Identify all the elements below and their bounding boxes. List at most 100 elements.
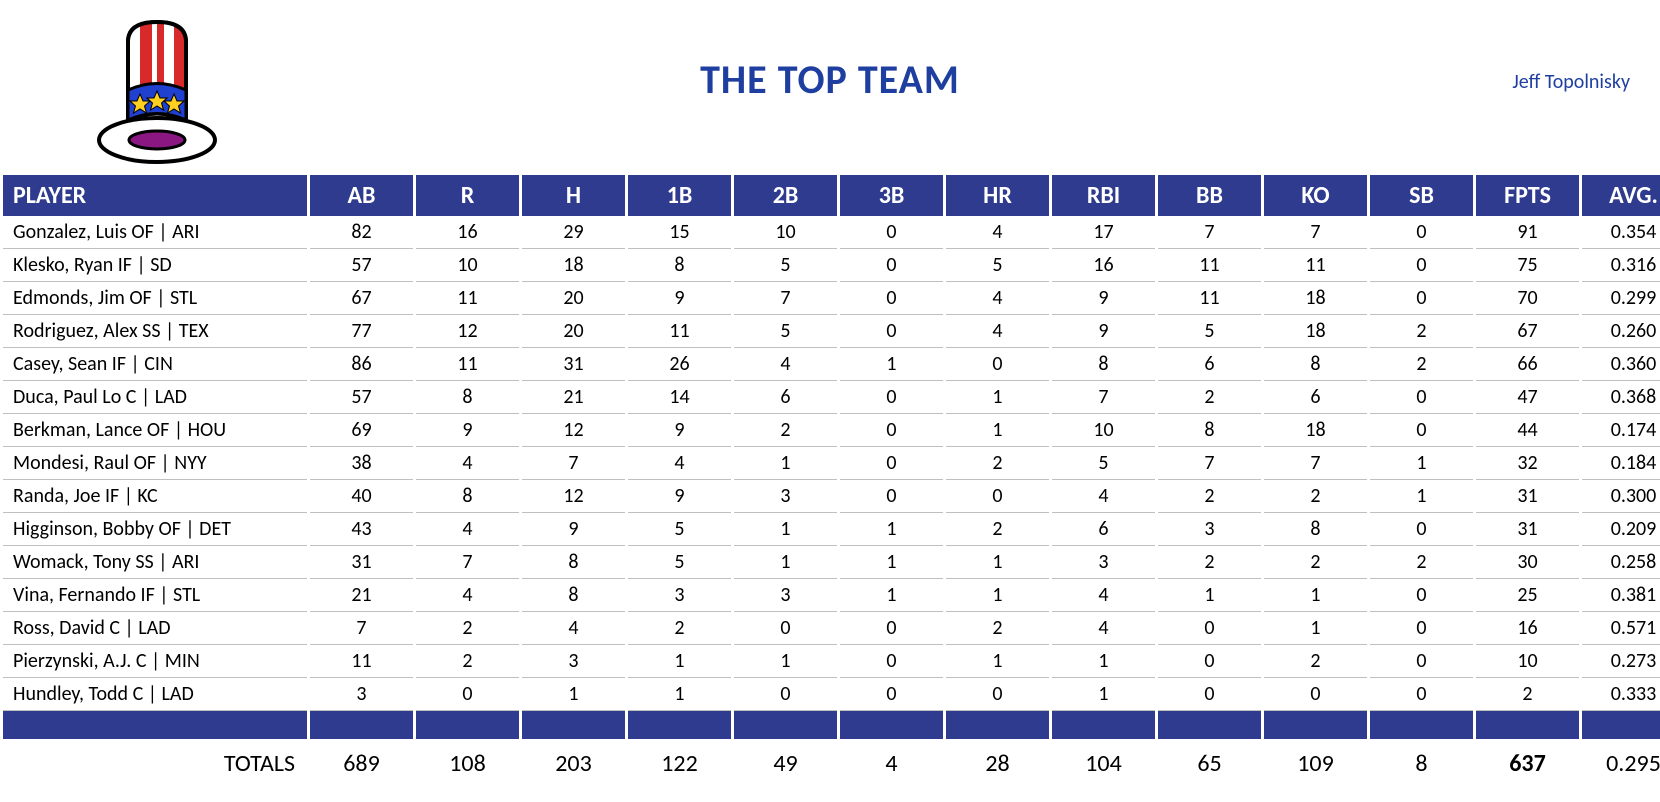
- stat-cell: 0.360: [1582, 348, 1660, 381]
- player-cell: Pierzynski, A.J. C | MIN: [3, 645, 307, 678]
- header-area: THE TOP TEAM Jeff Topolnisky: [0, 0, 1660, 175]
- stat-cell: 4: [1052, 480, 1155, 513]
- stat-cell: 70: [1476, 282, 1579, 315]
- stat-cell: 0: [1370, 216, 1473, 249]
- stat-cell: 2: [628, 612, 731, 645]
- stat-cell: 1: [1264, 612, 1367, 645]
- stat-cell: 38: [310, 447, 413, 480]
- stat-cell: 0: [1158, 612, 1261, 645]
- stat-cell: 16: [416, 216, 519, 249]
- stat-cell: 18: [1264, 282, 1367, 315]
- stat-cell: 7: [1264, 447, 1367, 480]
- stat-cell: 2: [946, 513, 1049, 546]
- stat-cell: 0: [840, 381, 943, 414]
- stat-cell: 0.381: [1582, 579, 1660, 612]
- stat-cell: 10: [734, 216, 837, 249]
- table-row: Mondesi, Raul OF | NYY384741025771320.18…: [3, 447, 1660, 480]
- stat-cell: 8: [1264, 348, 1367, 381]
- stat-cell: 0: [1370, 579, 1473, 612]
- stat-cell: 9: [1052, 315, 1155, 348]
- stat-cell: 67: [310, 282, 413, 315]
- stat-cell: 32: [1476, 447, 1579, 480]
- stat-cell: 0.571: [1582, 612, 1660, 645]
- stat-cell: 1: [946, 381, 1049, 414]
- stat-cell: 0: [840, 447, 943, 480]
- stat-cell: 0: [1370, 678, 1473, 711]
- stat-cell: 2: [1476, 678, 1579, 711]
- stat-cell: 12: [416, 315, 519, 348]
- table-row: Randa, Joe IF | KC4081293004221310.300: [3, 480, 1660, 513]
- stat-cell: 4: [416, 513, 519, 546]
- player-cell: Higginson, Bobby OF | DET: [3, 513, 307, 546]
- stat-cell: 9: [628, 480, 731, 513]
- stat-cell: 10: [1476, 645, 1579, 678]
- stat-cell: 4: [734, 348, 837, 381]
- stat-cell: 4: [416, 447, 519, 480]
- stat-cell: 18: [522, 249, 625, 282]
- stat-cell: 2: [1264, 546, 1367, 579]
- stat-cell: 2: [1158, 381, 1261, 414]
- stat-cell: 17: [1052, 216, 1155, 249]
- table-row: Duca, Paul Lo C | LAD57821146017260470.3…: [3, 381, 1660, 414]
- stat-cell: 0: [1370, 282, 1473, 315]
- stat-cell: 0: [1370, 414, 1473, 447]
- stat-cell: 26: [628, 348, 731, 381]
- stat-cell: 1: [946, 546, 1049, 579]
- totals-cell: 108: [416, 739, 519, 788]
- stat-cell: 3: [522, 645, 625, 678]
- totals-cell: 689: [310, 739, 413, 788]
- stat-cell: 0.209: [1582, 513, 1660, 546]
- stat-cell: 30: [1476, 546, 1579, 579]
- stat-cell: 0: [1158, 645, 1261, 678]
- stat-cell: 2: [946, 447, 1049, 480]
- col-ko: KO: [1264, 175, 1367, 216]
- totals-cell: 109: [1264, 739, 1367, 788]
- stat-cell: 0: [1370, 381, 1473, 414]
- stat-cell: 6: [734, 381, 837, 414]
- stat-cell: 11: [310, 645, 413, 678]
- stat-cell: 3: [628, 579, 731, 612]
- stat-cell: 11: [1264, 249, 1367, 282]
- totals-cell: 49: [734, 739, 837, 788]
- stat-cell: 43: [310, 513, 413, 546]
- stat-cell: 2: [946, 612, 1049, 645]
- table-row: Vina, Fernando IF | STL214833114110250.3…: [3, 579, 1660, 612]
- stat-cell: 1: [734, 513, 837, 546]
- col-ab: AB: [310, 175, 413, 216]
- stat-cell: 31: [1476, 480, 1579, 513]
- col-fpts: FPTS: [1476, 175, 1579, 216]
- stat-cell: 2: [1370, 348, 1473, 381]
- stat-cell: 0: [734, 678, 837, 711]
- stat-cell: 1: [840, 579, 943, 612]
- stat-cell: 7: [1158, 447, 1261, 480]
- player-cell: Berkman, Lance OF | HOU: [3, 414, 307, 447]
- stat-cell: 16: [1476, 612, 1579, 645]
- stat-cell: 3: [1158, 513, 1261, 546]
- stat-cell: 66: [1476, 348, 1579, 381]
- stat-cell: 4: [946, 315, 1049, 348]
- col-bb: BB: [1158, 175, 1261, 216]
- stat-cell: 1: [734, 447, 837, 480]
- stat-cell: 0.174: [1582, 414, 1660, 447]
- stat-cell: 1: [1370, 480, 1473, 513]
- stat-cell: 47: [1476, 381, 1579, 414]
- stat-cell: 4: [628, 447, 731, 480]
- stat-cell: 4: [946, 282, 1049, 315]
- player-cell: Duca, Paul Lo C | LAD: [3, 381, 307, 414]
- table-row: Pierzynski, A.J. C | MIN112311011020100.…: [3, 645, 1660, 678]
- col-player: PLAYER: [3, 175, 307, 216]
- stat-cell: 0.273: [1582, 645, 1660, 678]
- stat-cell: 8: [1052, 348, 1155, 381]
- stat-cell: 40: [310, 480, 413, 513]
- stat-cell: 0: [840, 480, 943, 513]
- stat-cell: 44: [1476, 414, 1579, 447]
- stat-cell: 57: [310, 381, 413, 414]
- table-row: Casey, Sean IF | CIN861131264108682660.3…: [3, 348, 1660, 381]
- table-row: Hundley, Todd C | LAD3011000100020.333: [3, 678, 1660, 711]
- stat-cell: 1: [1264, 579, 1367, 612]
- stat-cell: 0: [1370, 645, 1473, 678]
- stat-cell: 3: [1052, 546, 1155, 579]
- stat-cell: 11: [628, 315, 731, 348]
- totals-cell: 122: [628, 739, 731, 788]
- totals-row: TOTALS689108203122494281046510986370.295: [3, 739, 1660, 788]
